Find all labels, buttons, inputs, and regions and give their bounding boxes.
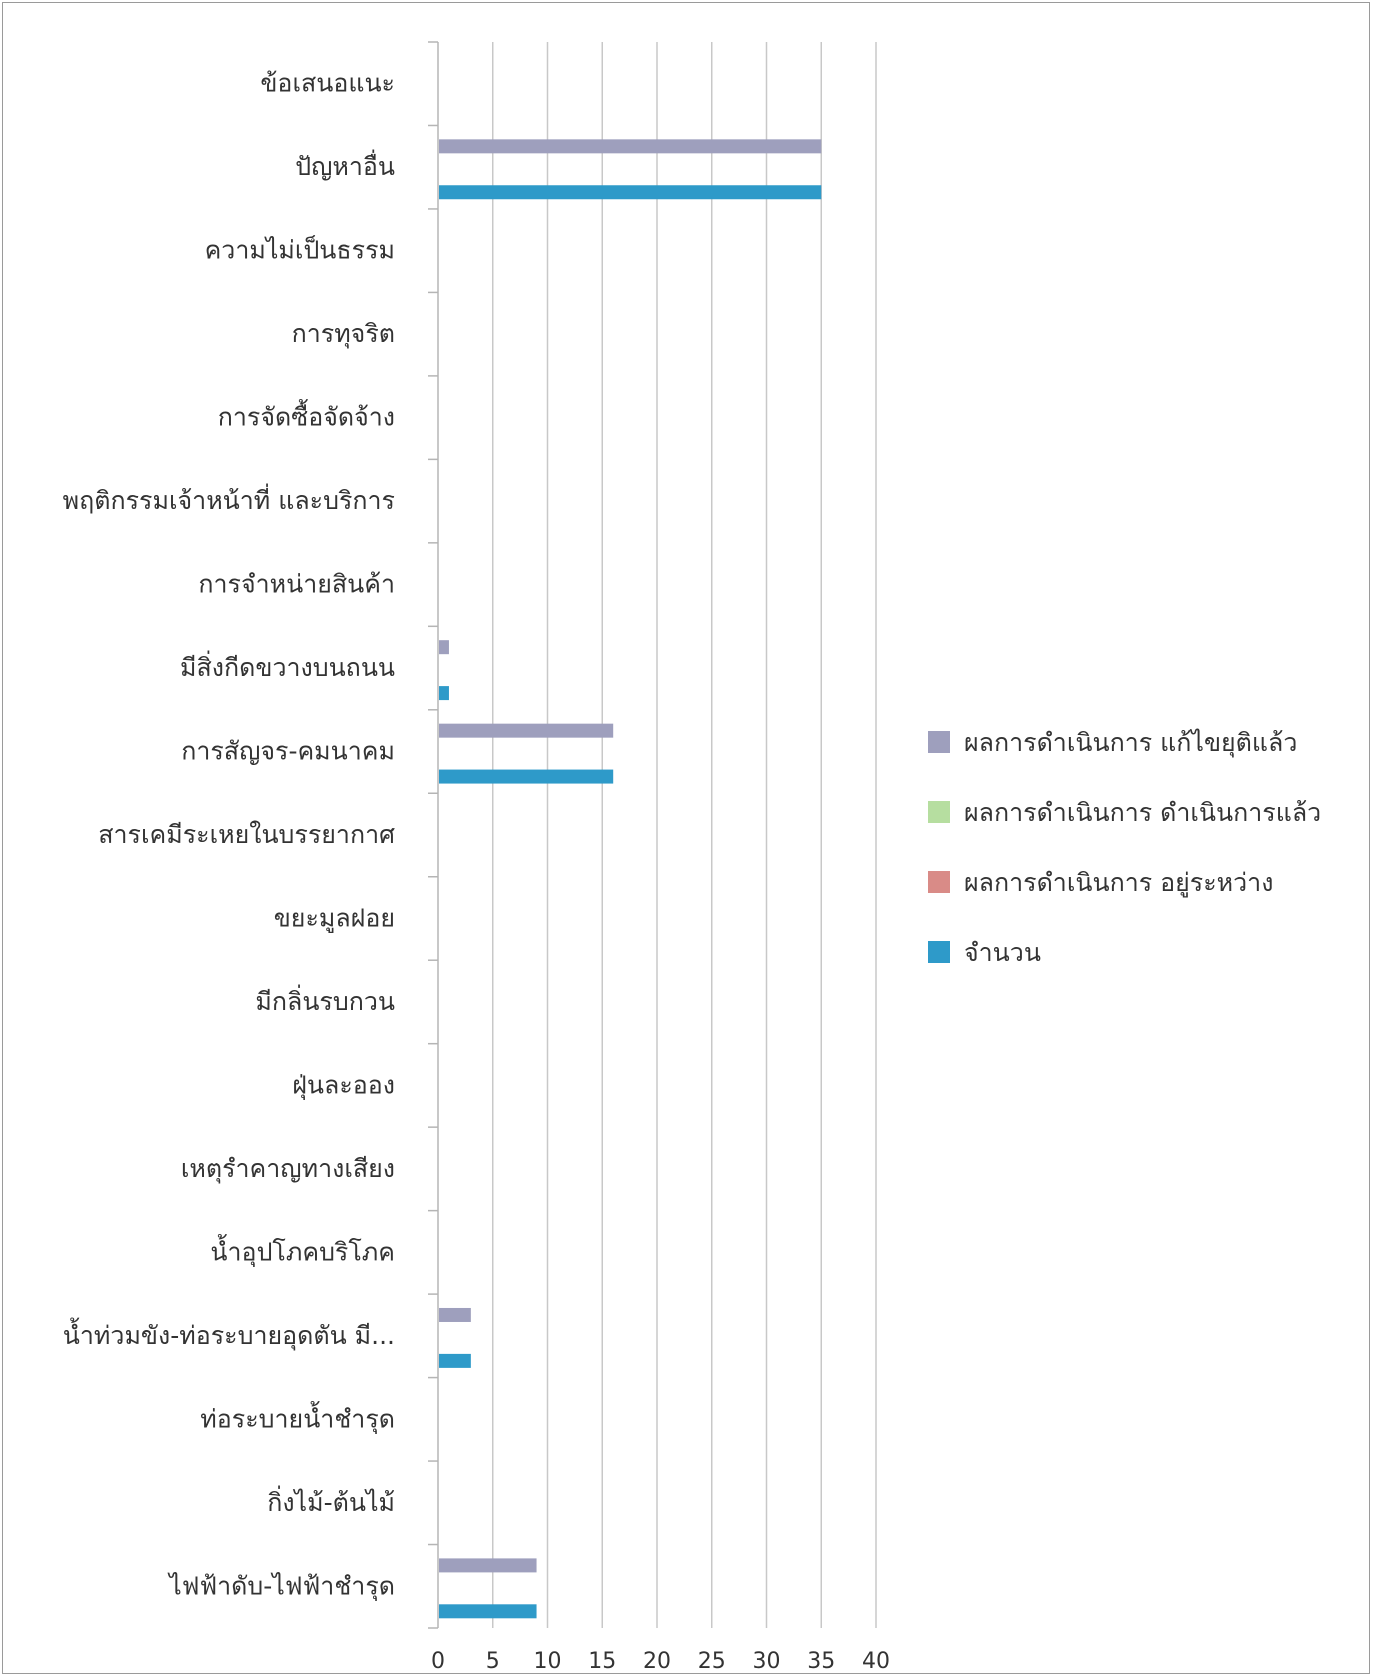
category-label: ท่อระบายน้ำชำรุด — [200, 1400, 395, 1434]
tick-labels: 0 5 10 15 20 25 30 35 40 — [431, 1649, 890, 1674]
x-tick-label: 10 — [534, 1649, 562, 1674]
x-tick-label: 40 — [862, 1649, 890, 1674]
category-label: สารเคมีระเหยในบรรยากาศ — [98, 820, 395, 849]
category-label: มีกลิ่นรบกวน — [255, 984, 395, 1016]
legend-label: ผลการดำเนินการ ดำเนินการแล้ว — [964, 798, 1321, 827]
bar — [439, 1307, 471, 1322]
legend-label: ผลการดำเนินการ แก้ไขยุติแล้ว — [964, 728, 1297, 758]
legend-label: จำนวน — [964, 938, 1041, 967]
legend-swatch — [928, 871, 950, 893]
category-labels: ข้อเสนอแนะปัญหาอื่นความไม่เป็นธรรมการทุจ… — [63, 69, 395, 1602]
category-label: การสัญจร-คมนาคม — [181, 737, 395, 766]
legend-swatch — [928, 801, 950, 823]
legend-swatch — [928, 941, 950, 963]
x-tick-label: 15 — [588, 1649, 616, 1674]
bar — [439, 139, 822, 154]
category-label: ฝุ่นละออง — [292, 1070, 395, 1100]
category-label: น้ำท่วมขัง-ท่อระบายอุดตัน มี... — [63, 1317, 395, 1351]
category-label: กิ่งไม้-ต้นไม้ — [267, 1485, 395, 1517]
category-label: การจำหน่ายสินค้า — [198, 570, 395, 599]
legend-label: ผลการดำเนินการ อยู่ระหว่าง — [964, 868, 1273, 898]
category-label: ข้อเสนอแนะ — [260, 69, 395, 98]
bar — [439, 1558, 537, 1573]
bar — [439, 1604, 537, 1619]
bar — [439, 1353, 471, 1368]
bar — [439, 686, 449, 701]
bar — [439, 723, 614, 738]
category-label: ปัญหาอื่น — [295, 149, 395, 181]
category-axis — [428, 41, 439, 1629]
bar — [439, 185, 822, 200]
category-label: ความไม่เป็นธรรม — [205, 235, 395, 265]
category-label: เหตุรำคาญทางเสียง — [181, 1154, 395, 1184]
x-tick-label: 0 — [431, 1649, 445, 1674]
category-label: การทุจริต — [292, 319, 395, 349]
gridlines — [492, 42, 877, 1628]
x-tick-label: 25 — [698, 1649, 726, 1674]
category-label: พฤติกรรมเจ้าหน้าที่ และบริการ — [63, 483, 395, 515]
x-tick-label: 30 — [753, 1649, 781, 1674]
legend-swatch — [928, 731, 950, 753]
category-label: ขยะมูลฝอย — [274, 903, 395, 933]
x-tick-label: 20 — [643, 1649, 671, 1674]
x-tick-label: 5 — [486, 1649, 500, 1674]
category-label: น้ำอุปโภคบริโภค — [210, 1233, 395, 1267]
category-label: ไฟฟ้าดับ-ไฟฟ้าชำรุด — [167, 1571, 395, 1601]
bars — [439, 139, 822, 1619]
category-label: มีสิ่งกีดขวางบนถนน — [180, 650, 395, 682]
legend: ผลการดำเนินการ แก้ไขยุติแล้วผลการดำเนินก… — [928, 728, 1321, 967]
x-tick-label: 35 — [807, 1649, 835, 1674]
category-label: การจัดซื้อจัดจ้าง — [218, 399, 395, 432]
bar — [439, 640, 449, 655]
bar — [439, 769, 614, 784]
